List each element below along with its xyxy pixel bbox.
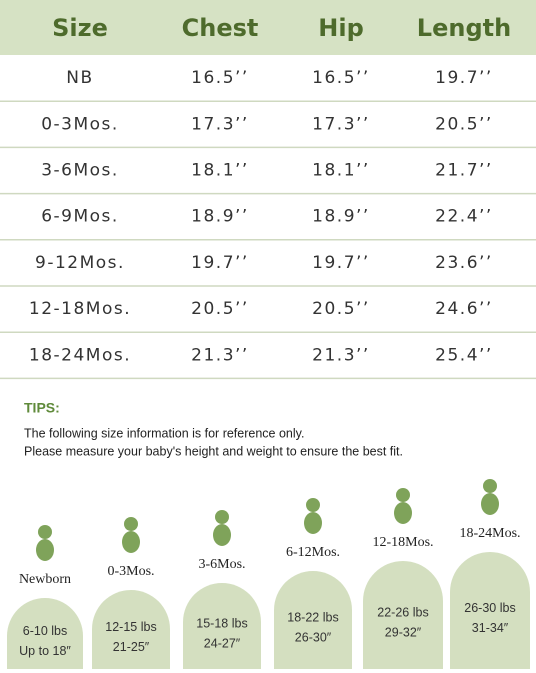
baby-icon-head: [38, 525, 52, 539]
size-arch: [92, 590, 170, 669]
header-band: [0, 0, 536, 55]
table-cell: 3-6Mos.: [41, 161, 119, 181]
table-cell: 17.3’’: [191, 114, 249, 134]
size-arch: [7, 598, 83, 669]
weight-range: 12-15 lbs: [105, 620, 156, 634]
size-label: 0-3Mos.: [107, 564, 154, 579]
size-label: Newborn: [19, 572, 71, 587]
table-cell: 19.7’’: [191, 253, 249, 273]
baby-icon-body: [213, 524, 231, 546]
table-cell: 9-12Mos.: [35, 253, 125, 273]
length-range: 29-32″: [385, 625, 422, 639]
size-arch: [183, 583, 261, 669]
table-cell: NB: [66, 68, 93, 88]
weight-range: 6-10 lbs: [23, 624, 67, 638]
weight-range: 22-26 lbs: [377, 605, 428, 619]
table-cell: 18.9’’: [191, 207, 249, 227]
size-arch: [363, 561, 443, 669]
length-range: 26-30″: [295, 630, 332, 644]
table-cell: 18-24Mos.: [29, 345, 131, 365]
table-cell: 17.3’’: [312, 114, 370, 134]
tips-line: The following size information is for re…: [24, 426, 304, 440]
table-cell: 16.5’’: [191, 68, 249, 88]
table-cell: 18.1’’: [312, 161, 370, 181]
table-cell: 6-9Mos.: [41, 207, 119, 227]
length-range: 21-25″: [113, 640, 150, 654]
weight-range: 15-18 lbs: [196, 616, 247, 630]
baby-icon-body: [481, 493, 499, 515]
table-cell: 16.5’’: [312, 68, 370, 88]
table-cell: 21.7’’: [435, 161, 493, 181]
baby-icon-head: [483, 479, 497, 493]
table-cell: 12-18Mos.: [29, 299, 131, 319]
table-cell: 18.9’’: [312, 207, 370, 227]
baby-icon-body: [394, 502, 412, 524]
table-cell: 24.6’’: [435, 299, 493, 319]
table-cell: 25.4’’: [435, 345, 493, 365]
tips-line: Please measure your baby's height and we…: [24, 444, 403, 458]
length-range: Up to 18″: [19, 644, 71, 658]
tips-title: TIPS:: [24, 400, 60, 416]
table-cell: 20.5’’: [312, 299, 370, 319]
baby-icon-body: [122, 531, 140, 553]
size-label: 6-12Mos.: [286, 545, 340, 560]
header-cell: Hip: [318, 14, 364, 42]
table-cell: 20.5’’: [191, 299, 249, 319]
table-cell: 21.3’’: [312, 345, 370, 365]
weight-range: 26-30 lbs: [464, 601, 515, 615]
table-cell: 23.6’’: [435, 253, 493, 273]
header-cell: Size: [52, 14, 108, 42]
table-cell: 19.7’’: [435, 68, 493, 88]
table-cell: 20.5’’: [435, 114, 493, 134]
size-label: 18-24Mos.: [459, 526, 520, 541]
baby-icon-head: [306, 498, 320, 512]
length-range: 24-27″: [204, 636, 241, 650]
weight-range: 18-22 lbs: [287, 610, 338, 624]
header-cell: Length: [417, 14, 511, 42]
table-cell: 18.1’’: [191, 161, 249, 181]
baby-icon-body: [304, 512, 322, 534]
size-arch: [274, 571, 352, 669]
table-cell: 0-3Mos.: [41, 114, 119, 134]
baby-icon-head: [396, 488, 410, 502]
size-arch: [450, 552, 530, 669]
length-range: 31-34″: [472, 621, 509, 635]
baby-icon-body: [36, 539, 54, 561]
table-cell: 19.7’’: [312, 253, 370, 273]
table-cell: 21.3’’: [191, 345, 249, 365]
header-cell: Chest: [182, 14, 259, 42]
size-label: 3-6Mos.: [198, 557, 245, 572]
size-label: 12-18Mos.: [372, 535, 433, 550]
table-cell: 22.4’’: [435, 207, 493, 227]
baby-icon-head: [215, 510, 229, 524]
baby-icon-head: [124, 517, 138, 531]
